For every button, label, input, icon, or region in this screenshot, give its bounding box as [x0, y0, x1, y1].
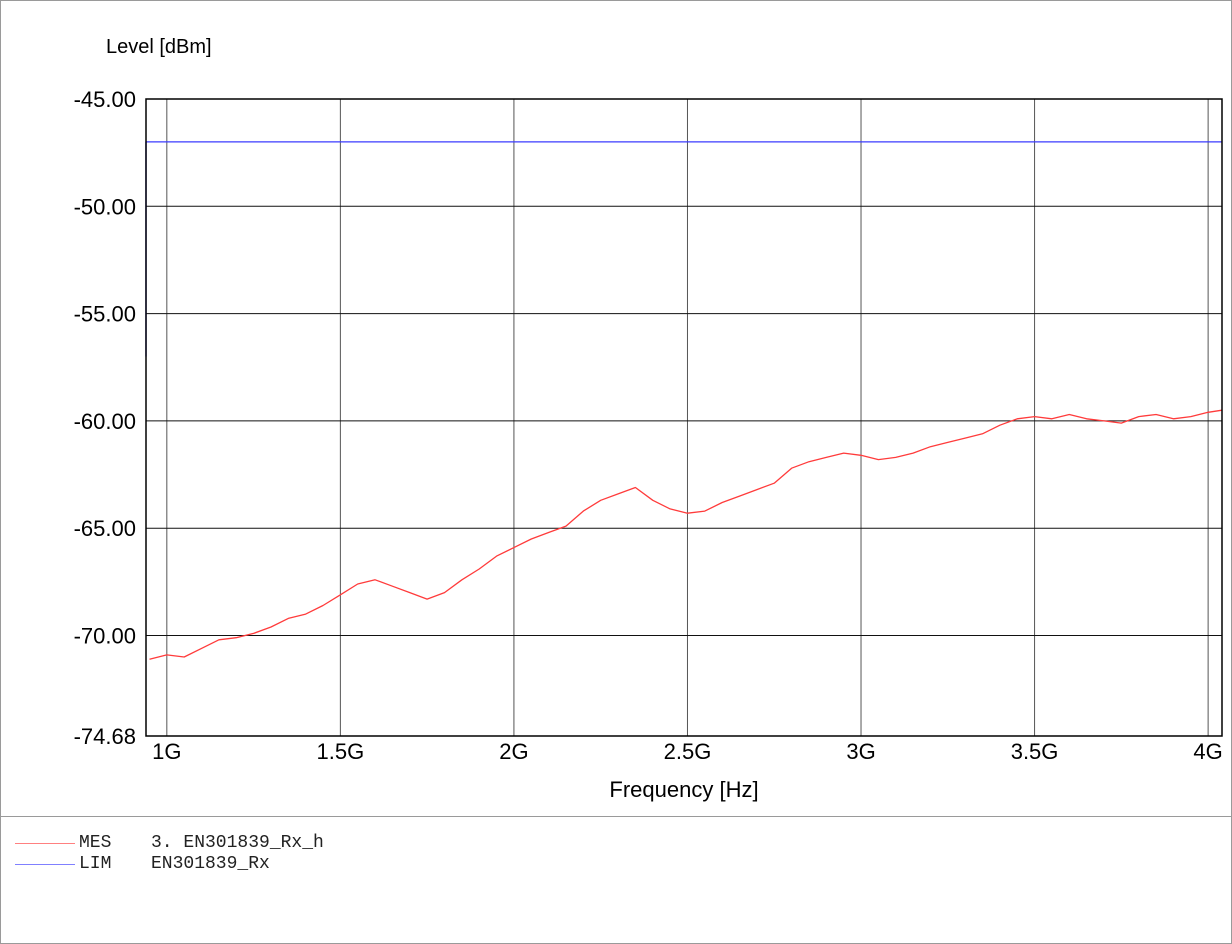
y-tick-label-1: -50.00: [74, 194, 136, 219]
x-tick-label-1: 1.5G: [317, 739, 365, 764]
y-axis-label: Level [dBm]: [106, 36, 212, 58]
grid: [146, 99, 1222, 736]
x-tick-label-5: 3.5G: [1011, 739, 1059, 764]
y-tick-label-5: -70.00: [74, 624, 136, 649]
y-tick-label-6: -74.68: [74, 724, 136, 749]
legend-item-mes: MES 3. EN301839_Rx_h: [15, 833, 324, 853]
legend-swatch-lim: [15, 863, 75, 865]
x-tick-label-2: 2G: [499, 739, 528, 764]
legend-swatch-mes: [15, 842, 75, 844]
x-tick-label-3: 2.5G: [664, 739, 712, 764]
y-tick-label-4: -65.00: [74, 516, 136, 541]
chart: 1G 1.5G 2G 2.5G 3G 3.5G 4G -45.00 -50.00 -55.00 -6…: [74, 36, 1223, 802]
plot-border: [145, 98, 1223, 737]
x-axis-label: Frequency [Hz]: [609, 777, 758, 802]
y-tick-label-0: -45.00: [74, 87, 136, 112]
series-line-mes: [149, 409, 1223, 660]
legend-code-lim: LIM: [79, 854, 112, 874]
series-layer: [145, 141, 1223, 660]
x-tick-label-0: 1G: [152, 739, 181, 764]
legend-code-mes: MES: [79, 833, 112, 853]
x-tick-label-6: 4G: [1193, 739, 1222, 764]
y-tick-label-2: -55.00: [74, 302, 136, 327]
legend-label-mes: 3. EN301839_Rx_h: [151, 833, 324, 853]
legend-label-lim: EN301839_Rx: [151, 854, 270, 874]
y-tick-label-3: -60.00: [74, 409, 136, 434]
series-line-lim: [145, 141, 1222, 357]
legend-divider: [1, 816, 1232, 817]
tick-labels: 1G 1.5G 2G 2.5G 3G 3.5G 4G -45.00 -50.00 -55.00 -6…: [74, 87, 1223, 764]
legend-item-lim: LIM EN301839_Rx: [15, 854, 270, 874]
x-tick-label-4: 3G: [846, 739, 875, 764]
